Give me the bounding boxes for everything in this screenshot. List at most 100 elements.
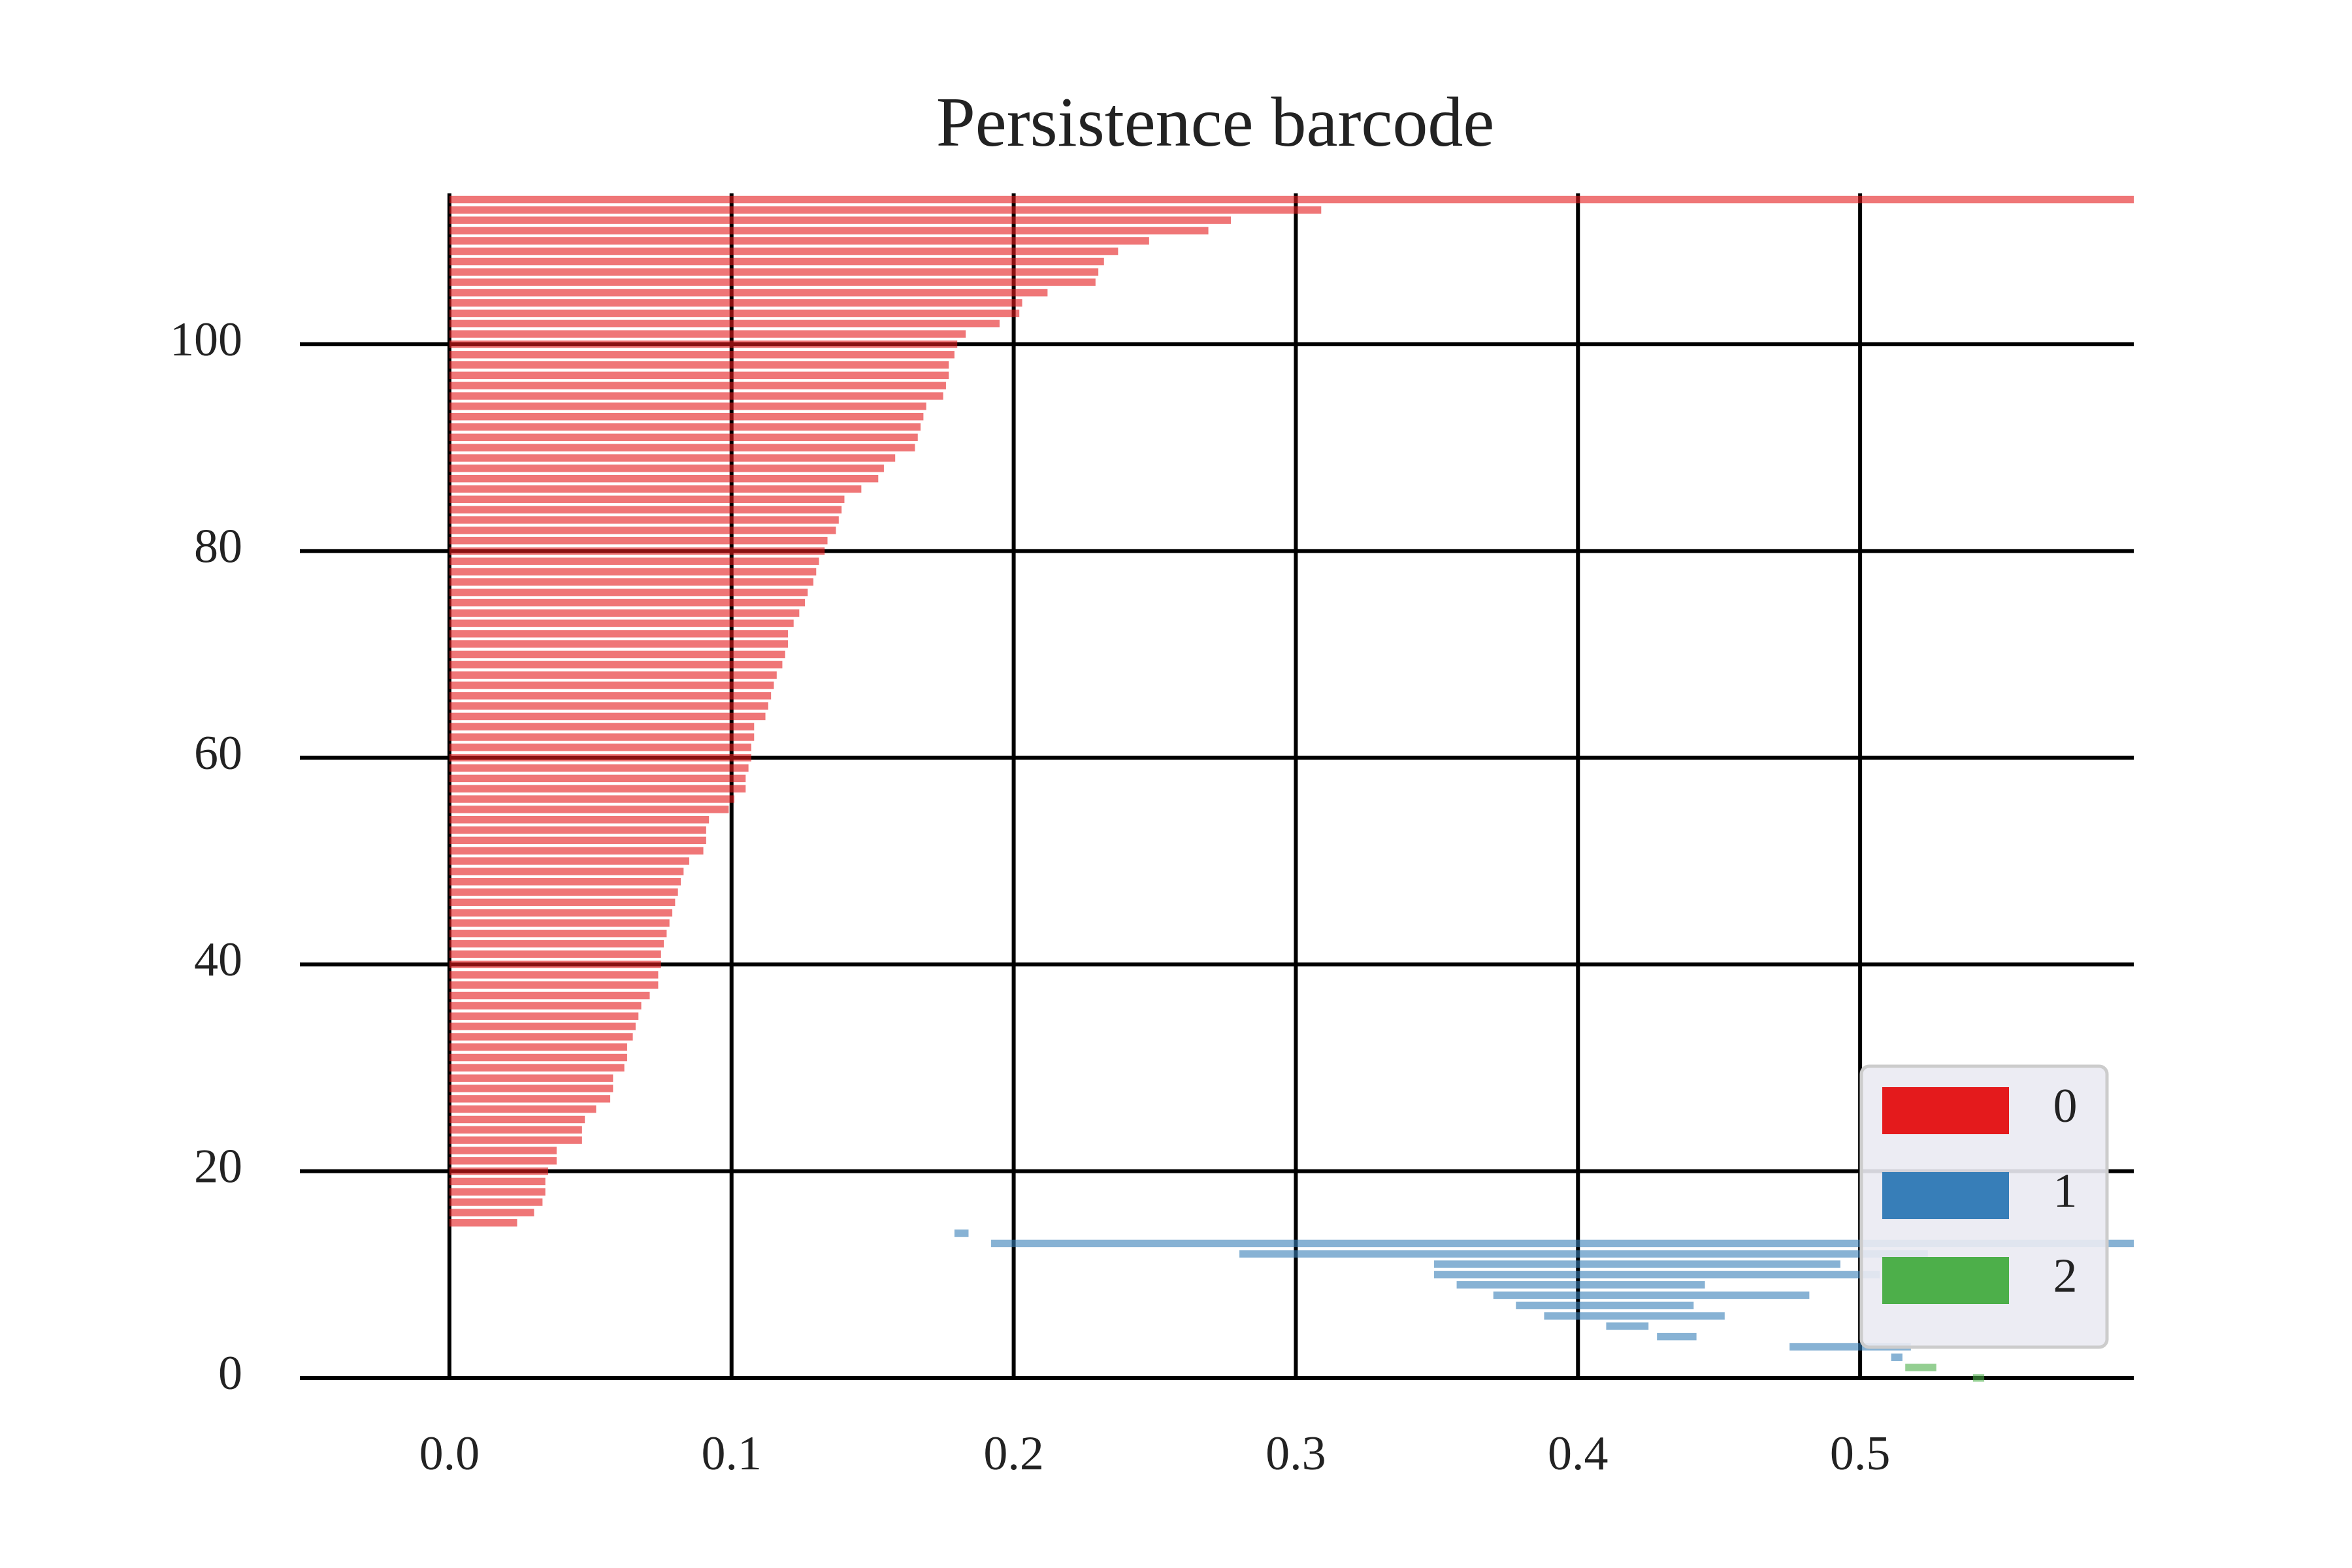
persistence-bar: [449, 877, 681, 886]
legend-swatch: [1882, 1172, 2009, 1219]
persistence-bar: [449, 1053, 627, 1062]
persistence-bar: [449, 454, 896, 462]
persistence-bar: [449, 237, 1149, 245]
persistence-bar: [449, 506, 842, 514]
persistence-bar: [449, 340, 958, 348]
persistence-bar: [1789, 1343, 1911, 1351]
persistence-bar: [449, 950, 661, 958]
persistence-bar: [449, 630, 789, 638]
persistence-bar: [449, 413, 924, 421]
persistence-bar: [449, 1177, 546, 1186]
persistence-bar: [449, 702, 768, 710]
persistence-bar: [1434, 1260, 1840, 1268]
persistence-bar: [449, 402, 926, 410]
persistence-bar: [449, 847, 704, 855]
persistence-bar: [449, 733, 755, 741]
persistence-bar: [449, 712, 766, 721]
legend-label: 2: [2053, 1249, 2078, 1303]
persistence-bar: [449, 692, 772, 700]
persistence-bar: [449, 857, 689, 865]
chart-title: Persistence barcode: [936, 84, 1495, 161]
persistence-bar: [1657, 1333, 1697, 1341]
persistence-bar: [449, 557, 819, 565]
persistence-bar: [449, 619, 794, 627]
persistence-bar: [449, 319, 1000, 328]
persistence-bar: [449, 268, 1099, 276]
persistence-bar: [449, 1157, 557, 1165]
persistence-bar: [1606, 1322, 1649, 1330]
persistence-bar: [449, 1147, 557, 1154]
persistence-bar: [449, 423, 921, 431]
persistence-bar: [449, 868, 684, 875]
persistence-bar: [449, 1085, 613, 1092]
legend-swatch: [1882, 1087, 2009, 1134]
persistence-bar: [449, 991, 650, 1000]
persistence-bar: [449, 785, 746, 792]
persistence-bar: [1434, 1271, 1880, 1279]
persistence-bar: [449, 1126, 582, 1134]
persistence-bar: [1456, 1281, 1705, 1289]
persistence-bar: [449, 371, 949, 380]
legend: 0 1 2: [1859, 1064, 2109, 1349]
x-tick-label: 0.0: [419, 1427, 480, 1480]
persistence-bar: [449, 195, 2134, 204]
persistence-bar: [449, 743, 751, 751]
persistence-bar: [449, 527, 836, 534]
persistence-bar: [449, 330, 966, 338]
y-tick-label: 20: [194, 1140, 242, 1194]
persistence-bar: [1516, 1301, 1694, 1309]
persistence-bar: [449, 1002, 642, 1010]
persistence-bar: [1972, 1374, 1985, 1382]
persistence-bar: [449, 351, 955, 359]
persistence-bar: [449, 919, 670, 927]
persistence-bar: [954, 1229, 969, 1237]
persistence-bar: [449, 939, 664, 948]
persistence-bar: [449, 309, 1020, 318]
persistence-bar: [449, 640, 789, 648]
persistence-bar: [449, 568, 817, 576]
persistence-bar: [449, 960, 661, 968]
persistence-bar: [991, 1239, 2134, 1248]
persistence-bar: [449, 806, 729, 813]
persistence-bar: [449, 816, 710, 824]
persistence-bar: [449, 1219, 517, 1227]
persistence-bar: [449, 392, 943, 400]
persistence-bar: [1493, 1291, 1810, 1299]
persistence-bar: [449, 650, 785, 659]
persistence-bar: [449, 588, 808, 596]
legend-label: 0: [2053, 1079, 2078, 1133]
persistence-bar: [449, 361, 949, 369]
y-tick-label: 100: [170, 313, 242, 367]
persistence-bar: [449, 227, 1209, 235]
persistence-bar: [449, 609, 800, 617]
persistence-bar: [449, 1074, 613, 1082]
y-tick-label: 40: [194, 933, 242, 987]
y-tick-label: 0: [218, 1347, 242, 1400]
x-tick-label: 0.4: [1548, 1427, 1609, 1480]
persistence-bar: [449, 1012, 639, 1020]
persistence-bar: [449, 930, 667, 938]
persistence-bar: [449, 247, 1119, 255]
legend-label: 1: [2053, 1164, 2078, 1218]
persistence-bar: [449, 681, 774, 689]
persistence-bar: [1905, 1364, 1936, 1371]
persistence-bar: [1544, 1312, 1725, 1320]
persistence-bar: [449, 826, 706, 834]
persistence-bar: [449, 1095, 611, 1103]
persistence-bar: [449, 795, 735, 803]
persistence-bar: [449, 598, 806, 607]
persistence-bar: [449, 485, 862, 493]
persistence-bar: [449, 723, 755, 731]
persistence-bar: [449, 278, 1096, 286]
persistence-bar: [449, 909, 673, 917]
persistence-bar: [449, 433, 918, 442]
persistence-bar: [449, 1115, 585, 1124]
persistence-bar: [449, 444, 915, 451]
persistence-bar: [449, 836, 706, 845]
persistence-bar: [449, 971, 659, 979]
persistence-bar: [449, 1033, 633, 1041]
persistence-bar: [449, 216, 1232, 224]
persistence-bar: [449, 299, 1022, 307]
y-tick-label: 60: [194, 727, 242, 780]
persistence-bar: [449, 1022, 636, 1030]
